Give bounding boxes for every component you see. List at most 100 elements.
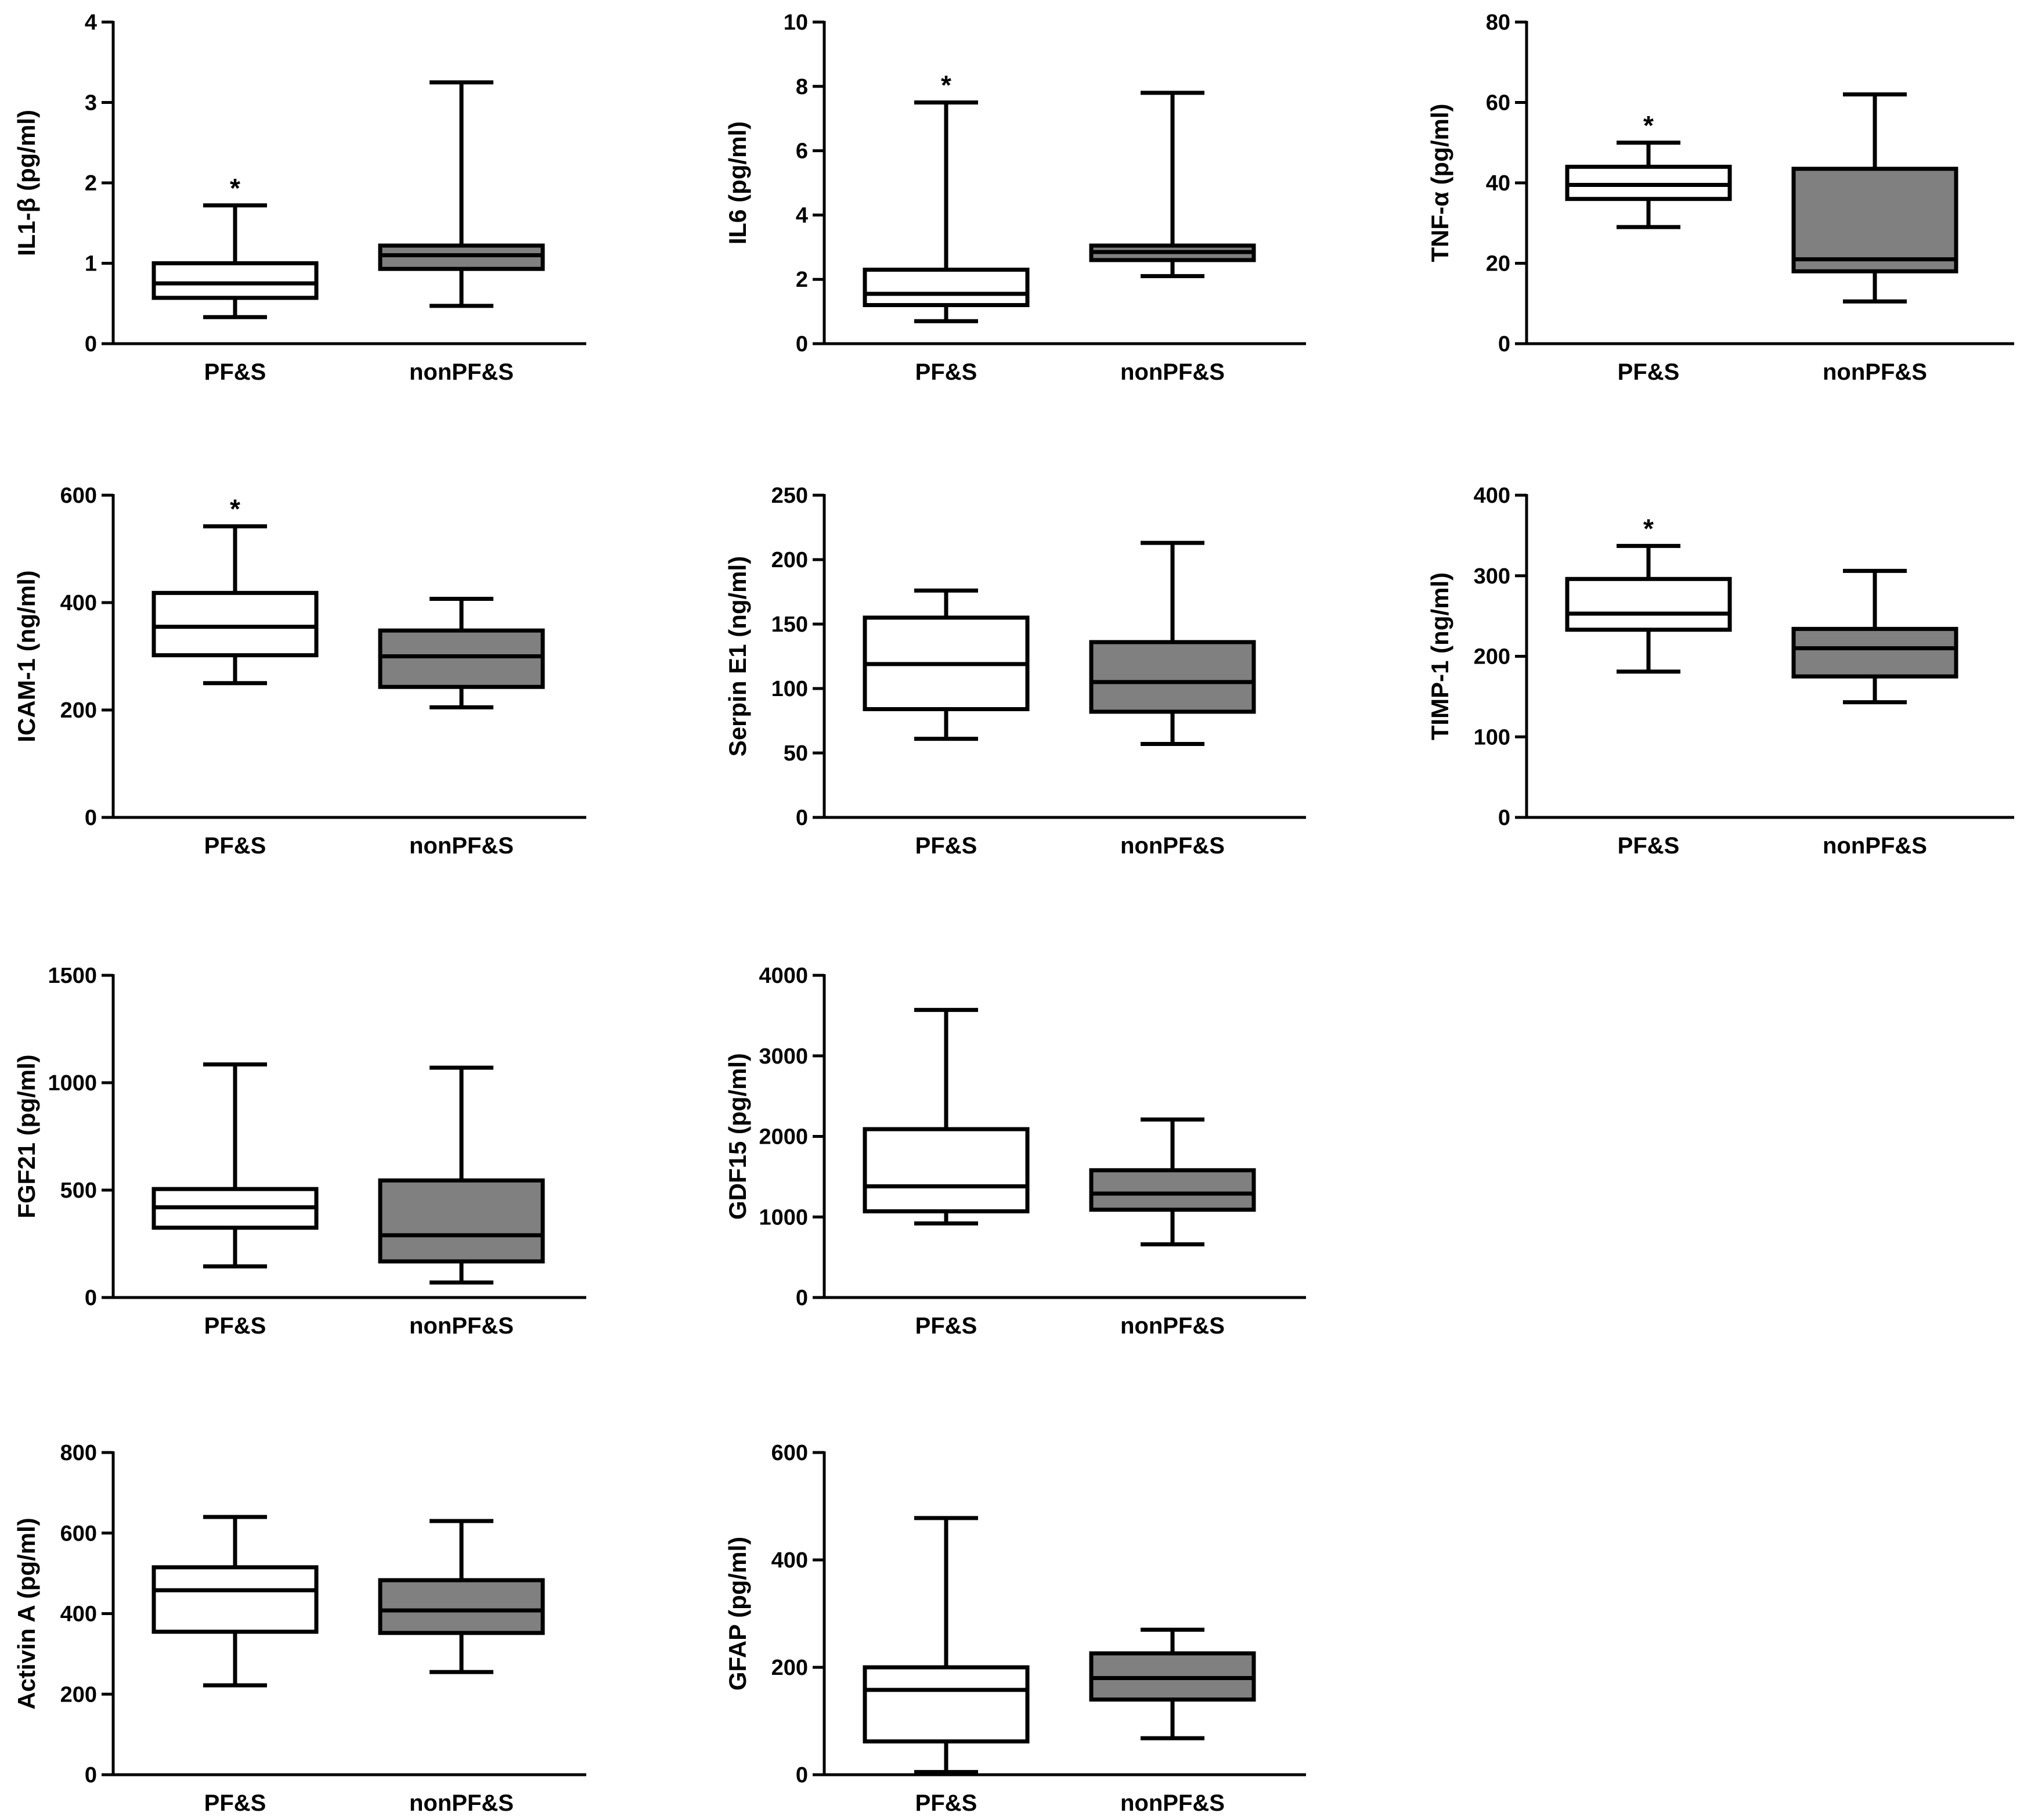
box-PF&S: * PF&S	[863, 70, 1030, 385]
panel-5: 0 100 200 300 400 TIMP-1 (ng/ml) * PF&S nonPF&S	[1426, 484, 2014, 859]
y-tick-label: 0	[1498, 332, 1510, 356]
y-tick-label: 600	[60, 1522, 97, 1546]
box-nonPF&S: nonPF&S	[378, 80, 545, 385]
y-tick-label: 2	[85, 171, 97, 196]
iqr-box	[863, 1127, 1030, 1214]
y-axis-title: TIMP-1 (ng/ml)	[1426, 572, 1453, 740]
x-category-label: PF&S	[915, 1313, 977, 1339]
iqr-box	[1791, 167, 1958, 273]
y-tick-label: 400	[60, 591, 97, 615]
panel-0: 0 1 2 3 4 IL1-β (pg/ml) * PF&S nonPF&S	[13, 10, 586, 385]
significance-star: *	[230, 173, 240, 203]
iqr-box	[151, 261, 319, 300]
x-category-label: PF&S	[915, 833, 977, 859]
box-PF&S: PF&S	[151, 1515, 319, 1816]
y-tick-label: 600	[60, 484, 97, 508]
y-tick-label: 50	[784, 741, 808, 766]
iqr-box	[863, 268, 1030, 308]
box-PF&S: * PF&S	[1565, 513, 1732, 859]
box-nonPF&S: nonPF&S	[378, 1519, 545, 1816]
y-tick-label: 0	[1498, 806, 1510, 830]
x-category-label: PF&S	[1618, 359, 1680, 385]
x-category-label: nonPF&S	[409, 1313, 514, 1339]
box-PF&S: * PF&S	[151, 494, 319, 859]
iqr-box	[1089, 640, 1256, 714]
box-PF&S: PF&S	[863, 588, 1030, 859]
y-tick-label: 250	[771, 484, 808, 508]
y-tick-label: 150	[771, 612, 808, 637]
box-nonPF&S: nonPF&S	[378, 1065, 545, 1339]
iqr-box	[151, 1565, 319, 1634]
iqr-box	[378, 628, 545, 689]
x-category-label: PF&S	[1618, 833, 1680, 859]
y-tick-label: 3000	[759, 1044, 808, 1069]
y-tick-label: 4000	[759, 964, 808, 988]
y-axis-title: Serpin E1 (ng/ml)	[724, 556, 751, 756]
y-tick-label: 1500	[48, 964, 97, 988]
y-tick-label: 4	[796, 203, 808, 228]
significance-star: *	[1643, 513, 1654, 543]
x-category-label: PF&S	[204, 1313, 266, 1339]
x-category-label: nonPF&S	[409, 359, 514, 385]
y-tick-label: 40	[1486, 171, 1510, 196]
y-tick-label: 20	[1486, 252, 1510, 276]
y-tick-label: 200	[1474, 645, 1510, 669]
panel-6: 0 500 1000 1500 FGF21 (pg/ml) PF&S nonPF&S	[13, 964, 586, 1339]
y-tick-label: 6	[796, 139, 808, 164]
y-tick-label: 0	[85, 1763, 97, 1787]
y-tick-label: 600	[771, 1441, 808, 1465]
x-category-label: nonPF&S	[409, 833, 514, 859]
box-PF&S: * PF&S	[1565, 110, 1732, 385]
panel-7: 0 1000 2000 3000 4000 GDF15 (pg/ml) PF&S nonPF&…	[724, 964, 1306, 1339]
y-tick-label: 80	[1486, 10, 1510, 35]
y-axis-title: IL1-β (pg/ml)	[13, 110, 40, 256]
y-tick-label: 200	[60, 698, 97, 723]
x-category-label: PF&S	[915, 1790, 977, 1816]
iqr-box	[1565, 576, 1732, 632]
y-tick-label: 60	[1486, 91, 1510, 116]
x-category-label: nonPF&S	[1120, 1790, 1225, 1816]
significance-star: *	[941, 70, 951, 100]
y-tick-label: 400	[1474, 484, 1510, 508]
panel-2: 0 20 40 60 80 TNF-α (pg/ml) * PF&S nonPF&S	[1426, 10, 2014, 385]
iqr-box	[151, 590, 319, 658]
y-tick-label: 10	[784, 10, 808, 35]
x-category-label: PF&S	[204, 359, 266, 385]
y-tick-label: 1000	[48, 1071, 97, 1095]
y-axis-title: Activin A (pg/ml)	[13, 1518, 40, 1710]
box-PF&S: * PF&S	[151, 173, 319, 385]
y-tick-label: 2000	[759, 1125, 808, 1149]
box-PF&S: PF&S	[863, 1008, 1030, 1339]
y-tick-label: 4	[85, 10, 97, 35]
y-tick-label: 2	[796, 268, 808, 292]
iqr-box	[378, 1578, 545, 1635]
y-axis-title: TNF-α (pg/ml)	[1426, 103, 1453, 262]
x-category-label: nonPF&S	[409, 1790, 514, 1816]
y-tick-label: 400	[771, 1548, 808, 1573]
y-tick-label: 0	[796, 1286, 808, 1310]
y-tick-label: 0	[796, 806, 808, 830]
y-tick-label: 0	[85, 332, 97, 356]
y-tick-label: 1000	[759, 1205, 808, 1230]
y-axis-title: IL6 (pg/ml)	[724, 121, 751, 244]
y-tick-label: 200	[771, 1656, 808, 1680]
y-tick-label: 400	[60, 1602, 97, 1627]
y-tick-label: 8	[796, 75, 808, 99]
panel-1: 0 2 4 6 8 10 IL6 (pg/ml) * PF&S nonPF&S	[724, 10, 1306, 385]
y-tick-label: 0	[796, 332, 808, 356]
iqr-box	[863, 1665, 1030, 1744]
y-tick-label: 500	[60, 1179, 97, 1203]
box-nonPF&S: nonPF&S	[1089, 1117, 1256, 1339]
y-tick-label: 100	[1474, 725, 1510, 749]
x-category-label: nonPF&S	[1120, 833, 1225, 859]
iqr-box	[1089, 1168, 1256, 1212]
iqr-box	[378, 1178, 545, 1264]
x-category-label: PF&S	[204, 1790, 266, 1816]
box-nonPF&S: nonPF&S	[1791, 568, 1958, 859]
box-PF&S: PF&S	[151, 1062, 319, 1339]
box-nonPF&S: nonPF&S	[1791, 92, 1958, 385]
x-category-label: PF&S	[204, 833, 266, 859]
y-tick-label: 0	[796, 1763, 808, 1787]
significance-star: *	[230, 494, 240, 524]
